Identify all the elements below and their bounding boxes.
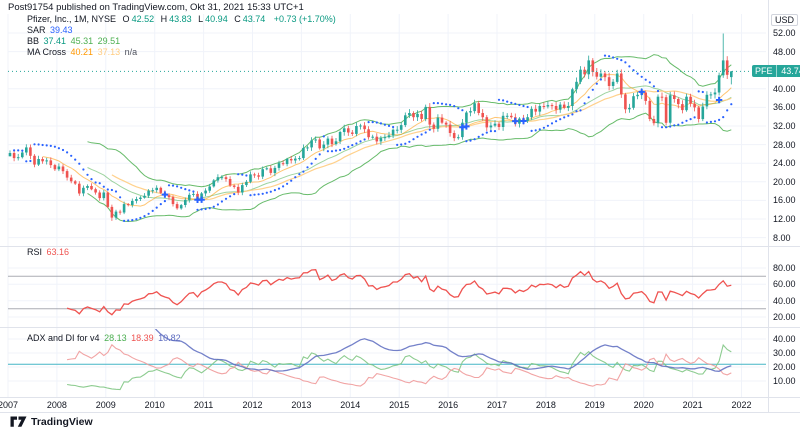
ma-cross-marker [520, 117, 527, 125]
year-label: 2014 [340, 400, 361, 410]
high-label: H [160, 14, 168, 24]
bb-label: BB [27, 36, 40, 46]
last-price-value: 43.74 [776, 64, 800, 77]
year-label: 2010 [144, 400, 165, 410]
year-label: 2022 [731, 400, 752, 410]
year-label: 2020 [633, 400, 654, 410]
year-label: 2011 [193, 400, 214, 410]
year-label: 2007 [0, 400, 19, 410]
publish-info: Post91754 published on TradingView.com, … [8, 2, 304, 13]
price-axis-label: 12.00 [773, 214, 796, 224]
symbol-title: Pfizer, Inc., 1M, NYSE [27, 14, 117, 24]
sar-value: 39.43 [50, 25, 73, 35]
year-label: 2013 [291, 400, 312, 410]
year-label: 2009 [95, 400, 116, 410]
di-plus-value: 28.13 [104, 333, 127, 343]
price-axis-label: 40.00 [773, 83, 796, 94]
year-label: 2018 [535, 400, 556, 410]
ma-cross-marker [512, 117, 519, 125]
adx-axis-label: 20.00 [773, 362, 796, 372]
price-axis-label: 48.00 [773, 46, 796, 57]
rsi-pane [8, 269, 766, 316]
rsi-legend-row[interactable]: RSI 63.16 [27, 247, 69, 258]
adx-axis-label: 40.00 [773, 334, 796, 344]
price-axis-label: 28.00 [773, 139, 796, 150]
year-label: 2016 [438, 400, 459, 410]
year-label: 2017 [486, 400, 508, 410]
sar-label: SAR [27, 25, 46, 35]
ma-cross-label: MA Cross [27, 47, 67, 57]
last-price-badge: PFE 43.74 [752, 64, 800, 77]
ma-slow-value: 37.13 [97, 47, 121, 57]
change-value: +0.73 (+1.70%) [273, 14, 336, 24]
open-label: O [122, 14, 130, 24]
price-axis-label: 32.00 [773, 121, 796, 131]
price-axis-label: 16.00 [773, 195, 796, 206]
price-axis-label: 8.00 [773, 232, 791, 243]
bb-upper-value: 45.31 [70, 36, 94, 46]
year-label: 2019 [584, 400, 605, 410]
rsi-axis-label: 40.00 [773, 295, 796, 306]
adx-value: 10.82 [158, 333, 181, 343]
low-value: 40.94 [205, 14, 228, 24]
adx-label: ADX and DI for v4 [27, 333, 100, 343]
currency-badge[interactable]: USD [771, 14, 799, 26]
adx-pane [8, 329, 766, 391]
bb-basis-value: 37.41 [43, 36, 67, 46]
main-legend: Pfizer, Inc., 1M, NYSE O 42.52 H 43.83 L 40… [27, 14, 336, 58]
year-label: 2008 [46, 400, 67, 410]
ma-fast-value: 40.21 [70, 47, 94, 57]
price-axis-label: 20.00 [773, 176, 796, 187]
ma-cross-legend-row[interactable]: MA Cross 40.21 37.13 n/a [27, 47, 336, 58]
symbol-legend-row[interactable]: Pfizer, Inc., 1M, NYSE O 42.52 H 43.83 L 40… [27, 14, 336, 25]
ma-cross-marker [715, 96, 723, 104]
adx-legend-row[interactable]: ADX and DI for v4 28.13 18.39 10.82 [27, 333, 181, 344]
year-label: 2021 [682, 400, 703, 410]
year-label: 2012 [242, 400, 263, 410]
low-label: L [198, 14, 204, 24]
tradingview-logo-text: TradingView [31, 415, 93, 428]
price-axis-label: 24.00 [773, 158, 796, 169]
bb-legend-row[interactable]: BB 37.41 45.31 29.51 [27, 36, 336, 47]
adx-axis-label: 30.00 [773, 348, 796, 358]
high-value: 43.83 [169, 14, 192, 24]
sar-legend-row[interactable]: SAR 39.43 [27, 25, 336, 36]
ma-cross-na: n/a [124, 47, 138, 57]
rsi-value: 63.16 [46, 247, 70, 257]
rsi-axis-label: 60.00 [773, 279, 796, 290]
ma-cross-marker [198, 196, 205, 203]
di-minus-value: 18.39 [131, 333, 154, 343]
price-axis-label: 36.00 [773, 102, 796, 113]
bb-lower-value: 29.51 [97, 36, 121, 46]
ma-cross-marker [638, 88, 645, 96]
ma-cross-marker [463, 123, 470, 130]
price-axis-label: 52.00 [773, 28, 796, 38]
tradingview-logo-icon [10, 416, 27, 427]
rsi-label: RSI [27, 247, 43, 257]
ma-cross-marker [161, 191, 169, 198]
tradingview-branding[interactable]: TradingView [10, 415, 93, 428]
main-pane [8, 33, 733, 223]
open-value: 42.52 [131, 14, 155, 24]
rsi-axis-label: 20.00 [773, 312, 796, 322]
symbol-badge: PFE [752, 64, 777, 77]
close-value: 43.74 [242, 14, 266, 24]
rsi-axis-label: 80.00 [773, 263, 796, 273]
grid-lines [7, 14, 766, 397]
year-label: 2015 [389, 400, 410, 410]
close-label: C [234, 14, 241, 24]
adx-axis-label: 10.00 [773, 376, 796, 386]
